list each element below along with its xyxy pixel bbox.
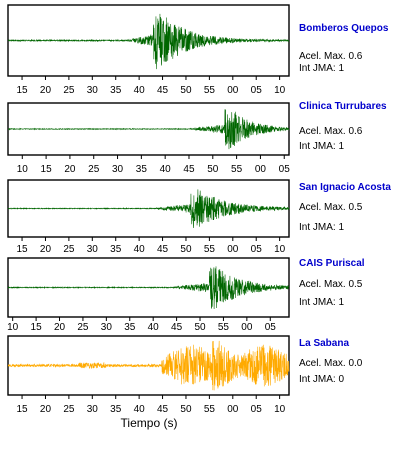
- tick-label: 45: [157, 404, 169, 415]
- waveform-trace: [7, 340, 290, 391]
- station-name: La Sabana: [299, 338, 350, 349]
- tick-label: 20: [64, 164, 76, 175]
- tick-label: 50: [207, 164, 219, 175]
- tick-label: 45: [157, 244, 169, 255]
- tick-label: 00: [227, 85, 239, 96]
- max-acceleration-label: Acel. Max. 0.6: [299, 126, 363, 137]
- tick-label: 10: [7, 322, 19, 333]
- tick-label: 10: [274, 404, 286, 415]
- tick-label: 10: [17, 164, 29, 175]
- tick-label: 20: [54, 322, 66, 333]
- tick-label: 55: [204, 244, 216, 255]
- max-acceleration-label: Acel. Max. 0.0: [299, 358, 363, 369]
- max-acceleration-label: Acel. Max. 0.6: [299, 51, 363, 62]
- tick-label: 40: [160, 164, 172, 175]
- tick-label: 25: [88, 164, 100, 175]
- jma-intensity-label: Int JMA: 1: [299, 297, 345, 308]
- tick-label: 35: [110, 244, 122, 255]
- tick-label: 00: [227, 244, 239, 255]
- tick-label: 00: [227, 404, 239, 415]
- station-name: San Ignacio Acosta: [299, 182, 391, 193]
- tick-label: 15: [41, 164, 53, 175]
- tick-label: 35: [124, 322, 136, 333]
- tick-label: 40: [134, 404, 146, 415]
- tick-label: 40: [134, 85, 146, 96]
- tick-label: 05: [251, 85, 263, 96]
- tick-label: 10: [274, 85, 286, 96]
- tick-label: 20: [40, 85, 52, 96]
- tick-label: 40: [148, 322, 160, 333]
- tick-label: 45: [171, 322, 183, 333]
- jma-intensity-label: Int JMA: 1: [299, 63, 345, 74]
- tick-label: 15: [16, 85, 28, 96]
- tick-label: 15: [16, 244, 28, 255]
- tick-label: 00: [255, 164, 267, 175]
- max-acceleration-label: Acel. Max. 0.5: [299, 279, 363, 290]
- tick-label: 05: [279, 164, 291, 175]
- tick-label: 30: [87, 244, 99, 255]
- tick-label: 05: [251, 244, 263, 255]
- x-axis-label: Tiempo (s): [120, 416, 178, 430]
- max-acceleration-label: Acel. Max. 0.5: [299, 202, 363, 213]
- station-name: Clinica Turrubares: [299, 101, 387, 112]
- tick-label: 30: [87, 404, 99, 415]
- tick-label: 25: [63, 85, 75, 96]
- tick-label: 05: [251, 404, 263, 415]
- waveform-trace: [7, 13, 290, 70]
- tick-label: 20: [40, 404, 52, 415]
- station-name: Bomberos Quepos: [299, 23, 389, 34]
- jma-intensity-label: Int JMA: 1: [299, 141, 345, 152]
- tick-label: 00: [241, 322, 253, 333]
- tick-label: 45: [157, 85, 169, 96]
- tick-label: 55: [204, 85, 216, 96]
- tick-label: 50: [180, 404, 192, 415]
- tick-label: 15: [31, 322, 43, 333]
- tick-label: 30: [101, 322, 113, 333]
- tick-label: 25: [63, 244, 75, 255]
- tick-label: 55: [204, 404, 216, 415]
- tick-label: 35: [110, 85, 122, 96]
- tick-label: 05: [265, 322, 277, 333]
- tick-label: 30: [112, 164, 124, 175]
- waveform-trace: [7, 189, 290, 229]
- tick-label: 45: [183, 164, 195, 175]
- tick-label: 20: [40, 244, 52, 255]
- tick-label: 55: [218, 322, 230, 333]
- station-name: CAIS Puriscal: [299, 258, 365, 269]
- tick-label: 35: [136, 164, 148, 175]
- jma-intensity-label: Int JMA: 1: [299, 222, 345, 233]
- jma-intensity-label: Int JMA: 0: [299, 374, 345, 385]
- tick-label: 50: [194, 322, 206, 333]
- tick-label: 50: [180, 85, 192, 96]
- tick-label: 55: [231, 164, 243, 175]
- tick-label: 15: [16, 404, 28, 415]
- tick-label: 50: [180, 244, 192, 255]
- tick-label: 35: [110, 404, 122, 415]
- tick-label: 40: [134, 244, 146, 255]
- tick-label: 30: [87, 85, 99, 96]
- tick-label: 25: [77, 322, 89, 333]
- waveform-trace: [7, 109, 290, 150]
- tick-label: 25: [63, 404, 75, 415]
- waveform-trace: [7, 266, 290, 310]
- tick-label: 10: [274, 244, 286, 255]
